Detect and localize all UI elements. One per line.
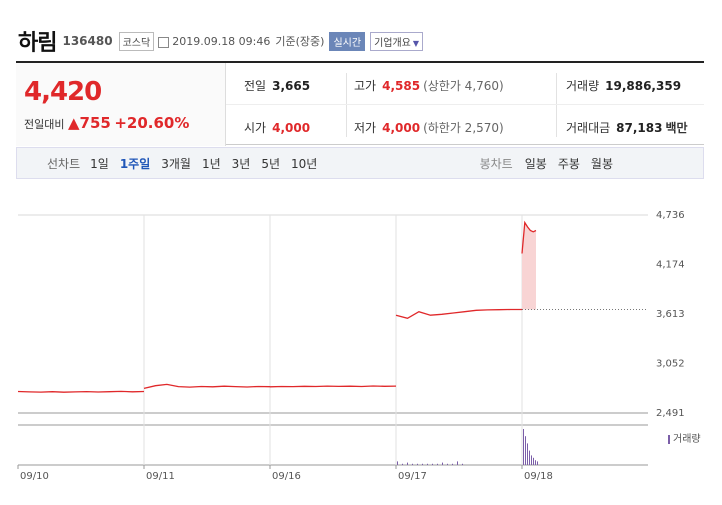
prev-close: 전일 3,665 bbox=[244, 77, 310, 94]
y-tick-label: 4,174 bbox=[656, 260, 685, 271]
volume-bar bbox=[457, 461, 458, 465]
quote-datetime: 2019.09.18 09:46 bbox=[172, 34, 271, 48]
amount-value: 87,183 bbox=[616, 121, 663, 135]
volume-bar bbox=[537, 461, 538, 465]
volume-bar bbox=[525, 436, 526, 465]
change-value: 755 bbox=[79, 114, 111, 132]
current-price: 4,420 bbox=[24, 77, 102, 107]
tab-5y[interactable]: 5년 bbox=[261, 156, 281, 171]
tab-1w[interactable]: 1주일 bbox=[119, 156, 151, 171]
x-tick-label: 09/16 bbox=[272, 471, 301, 482]
price-summary: 4,420 전일대비 ▲755 +20.60% 전일 3,665 고가 4,585(… bbox=[16, 61, 704, 146]
low-value: 4,000 bbox=[382, 121, 421, 135]
change-percent: +20.60% bbox=[114, 114, 190, 132]
volume-bar bbox=[402, 463, 403, 465]
price-change: 전일대비 ▲755 +20.60% bbox=[24, 114, 189, 132]
tab-3m[interactable]: 3개월 bbox=[161, 156, 191, 171]
y-tick-label: 4,736 bbox=[656, 210, 685, 221]
amount-label: 거래대금 bbox=[566, 121, 611, 135]
chart-tab-bar: 선차트 1일 1주일 3개월 1년 3년 5년 10년 봉차트 일봉 주봉 월봉 bbox=[16, 147, 704, 179]
volume-bar bbox=[527, 443, 528, 465]
company-overview-select[interactable]: 기업개요 ▼ bbox=[370, 31, 424, 51]
volume-bar bbox=[452, 463, 453, 465]
x-tick-label: 09/17 bbox=[398, 471, 427, 482]
y-tick-label: 3,052 bbox=[656, 359, 685, 370]
day-low: 저가 4,000 (하한가 2,570) bbox=[354, 119, 504, 136]
volume-bar bbox=[529, 450, 530, 465]
calendar-icon bbox=[158, 36, 170, 48]
y-tick-label: 2,491 bbox=[656, 408, 685, 419]
y-tick-label: 3,613 bbox=[656, 309, 685, 320]
volume-bar bbox=[447, 463, 448, 465]
tab-1y[interactable]: 1년 bbox=[201, 156, 221, 171]
x-tick-label: 09/11 bbox=[146, 471, 175, 482]
volume-bar bbox=[397, 461, 398, 465]
trading-amount: 거래대금 87,183 백만 bbox=[566, 119, 688, 136]
quote-detail-grid: 전일 3,665 고가 4,585 (상한가 4,760) 거래량 19,886,359… bbox=[226, 63, 704, 146]
upper-limit: (상한가 4,760) bbox=[423, 79, 504, 93]
company-overview-label: 기업개요 bbox=[374, 37, 411, 49]
price-line-09-18 bbox=[521, 220, 537, 254]
x-tick-label: 09/18 bbox=[524, 471, 553, 482]
volume-legend-swatch bbox=[668, 434, 670, 444]
volume-legend-label: 거래량 bbox=[673, 434, 701, 445]
column-divider bbox=[346, 73, 347, 137]
volume-bar bbox=[437, 463, 438, 465]
price-line-09-17 bbox=[395, 308, 522, 319]
low-label: 저가 bbox=[354, 121, 377, 135]
tab-10y[interactable]: 10년 bbox=[291, 156, 318, 171]
candle-chart-group-label: 봉차트 bbox=[479, 156, 513, 171]
volume-label: 거래량 bbox=[566, 79, 600, 93]
line-chart-group-label: 선차트 bbox=[47, 156, 81, 171]
volume-bar bbox=[427, 463, 428, 465]
stock-code: 136480 bbox=[62, 34, 113, 48]
price-chart: 4,736 4,174 3,613 3,052 2,491 09/10 09/11 09/16… bbox=[17, 210, 685, 482]
lower-limit: (하한가 2,570) bbox=[423, 121, 504, 135]
volume-bar bbox=[432, 463, 433, 465]
stock-name: 하림 bbox=[18, 31, 57, 56]
tab-monthly[interactable]: 월봉 bbox=[590, 156, 613, 171]
prev-close-label: 전일 bbox=[244, 79, 267, 93]
chevron-down-icon: ▼ bbox=[412, 38, 420, 48]
volume-bar bbox=[422, 463, 423, 465]
volume-bar bbox=[535, 460, 536, 465]
volume-bar bbox=[412, 463, 413, 465]
volume-bar bbox=[442, 462, 443, 465]
current-price-panel: 4,420 전일대비 ▲755 +20.60% bbox=[16, 63, 226, 146]
tab-3y[interactable]: 3년 bbox=[231, 156, 251, 171]
high-label: 고가 bbox=[354, 79, 377, 93]
row-divider bbox=[226, 104, 704, 105]
volume-legend: 거래량 bbox=[668, 430, 701, 445]
volume-value: 19,886,359 bbox=[605, 79, 682, 93]
volume-bar bbox=[533, 457, 534, 465]
volume-bar bbox=[523, 429, 524, 465]
open-value: 4,000 bbox=[272, 121, 311, 135]
market-badge: 코스닥 bbox=[118, 31, 155, 51]
stock-header: 하림 136480 코스닥 2019.09.18 09:46 기준(장중) 실시… bbox=[18, 26, 424, 56]
volume-bar bbox=[407, 462, 408, 465]
volume-bar bbox=[462, 463, 463, 465]
x-tick-label: 09/10 bbox=[20, 471, 49, 482]
price-line-09-16 bbox=[269, 385, 397, 388]
price-line-09-10 bbox=[17, 390, 145, 393]
prev-close-value: 3,665 bbox=[272, 79, 311, 93]
quote-basis: 기준(장중) bbox=[275, 35, 325, 48]
volume-bar bbox=[417, 463, 418, 465]
open-label: 시가 bbox=[244, 121, 267, 135]
day-high: 고가 4,585 (상한가 4,760) bbox=[354, 77, 504, 94]
tab-1d[interactable]: 1일 bbox=[90, 156, 109, 171]
amount-unit: 백만 bbox=[665, 121, 688, 135]
live-button[interactable]: 실시간 bbox=[329, 31, 366, 51]
price-line-09-11 bbox=[143, 383, 271, 390]
up-arrow-icon: ▲ bbox=[67, 114, 80, 132]
high-value: 4,585 bbox=[382, 79, 421, 93]
tab-daily[interactable]: 일봉 bbox=[524, 156, 547, 171]
open-price: 시가 4,000 bbox=[244, 119, 310, 136]
up-fill-area bbox=[522, 222, 536, 310]
volume-bar bbox=[531, 455, 532, 465]
tab-weekly[interactable]: 주봉 bbox=[557, 156, 580, 171]
change-label: 전일대비 bbox=[24, 118, 65, 131]
column-divider bbox=[556, 73, 557, 137]
volume: 거래량 19,886,359 bbox=[566, 77, 681, 94]
